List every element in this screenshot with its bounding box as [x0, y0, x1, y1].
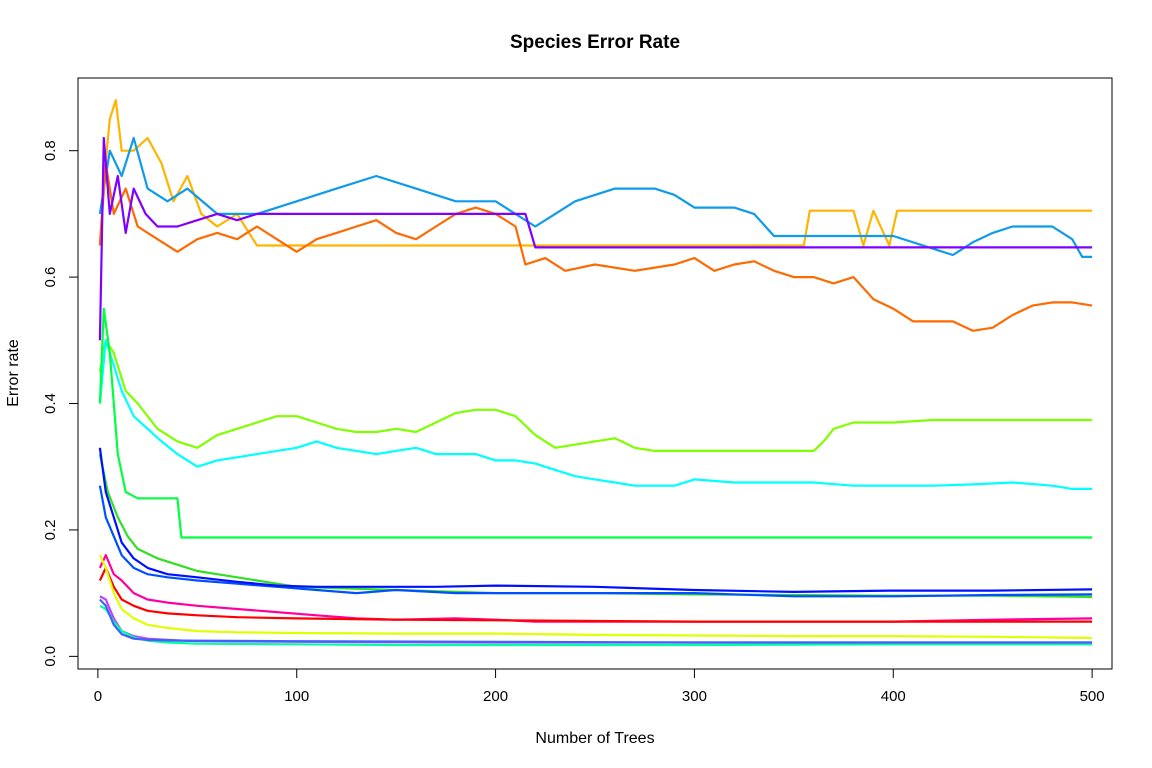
x-tick-label: 400 — [881, 688, 906, 705]
x-tick-label: 100 — [284, 688, 309, 705]
series-line-4 — [98, 136, 1093, 341]
y-tick-label: 0.0 — [42, 646, 59, 667]
y-tick-label: 0.2 — [42, 520, 59, 541]
x-axis-label: Number of Trees — [535, 730, 654, 747]
series-line-9 — [98, 485, 1093, 598]
x-tick-label: 500 — [1080, 688, 1105, 705]
y-tick-label: 0.8 — [42, 140, 59, 161]
x-tick-label: 200 — [483, 688, 508, 705]
y-axis-label: Error rate — [5, 339, 22, 407]
series-line-11 — [98, 554, 1093, 623]
series-line-10 — [98, 447, 1093, 593]
chart-title: Species Error Rate — [510, 32, 680, 53]
series-line-3 — [98, 162, 1093, 332]
series-line-8 — [98, 453, 1093, 598]
series-line-12 — [98, 566, 1093, 623]
y-tick-label: 0.4 — [42, 393, 59, 414]
y-axis: 0.0 0.2 0.4 0.6 0.8 — [42, 140, 79, 667]
series-line-13 — [98, 554, 1093, 640]
series-line-1 — [98, 99, 1093, 247]
series-line-16 — [99, 598, 1093, 644]
series-line-7 — [98, 307, 1093, 539]
series-line-5 — [98, 339, 1093, 452]
series-line-2 — [98, 136, 1093, 258]
y-tick-label: 0.6 — [42, 267, 59, 288]
x-tick-label: 300 — [682, 688, 707, 705]
series-line-6 — [98, 339, 1093, 490]
x-axis: 0 100 200 300 400 500 — [94, 668, 1105, 705]
x-tick-label: 0 — [94, 688, 102, 705]
series-layer — [98, 99, 1093, 647]
series-line-15 — [99, 604, 1093, 647]
